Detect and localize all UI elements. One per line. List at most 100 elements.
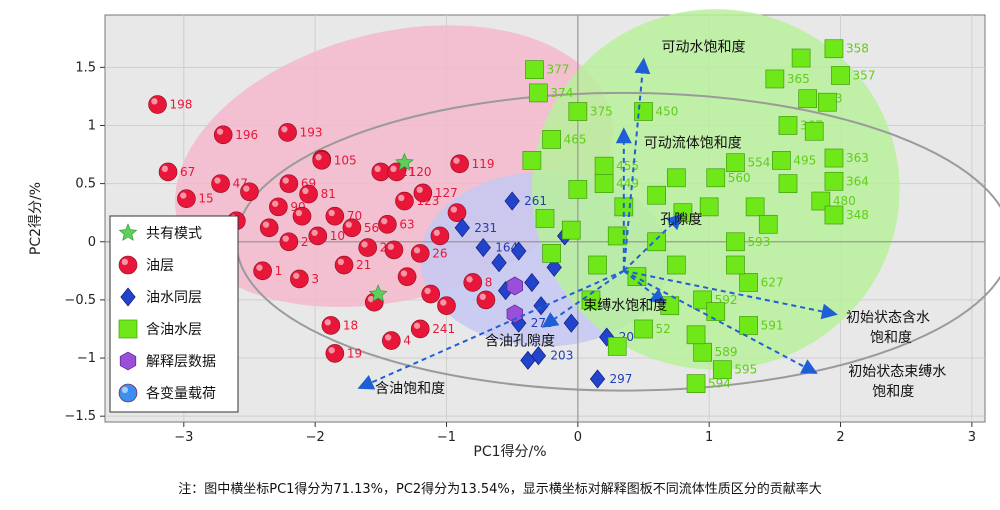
loading-label: 含油孔隙度 [485,333,555,349]
point-oil-shine [398,194,405,202]
point-oil-shine [328,347,335,354]
point-oil [240,182,259,202]
point-oilwater [524,272,540,293]
point-label-water: 455 [616,159,639,173]
point-oil [358,238,377,257]
point-oil-body [292,206,312,226]
point-label-water: 357 [853,68,876,82]
point-oil-shine [337,258,345,266]
point-water [561,220,581,240]
point-water [804,121,824,141]
point-water [607,226,627,246]
point-oil [450,154,469,174]
point-label-water: 595 [734,363,757,377]
point-oilwater [511,241,527,261]
point-label-oil: 67 [180,165,195,179]
point-oilwater [475,238,491,258]
point-label-oil: 105 [334,153,357,167]
point-oil-body [334,255,354,275]
point-water [634,319,653,339]
point-oilwater [589,369,606,389]
point-oil-shine [295,209,303,217]
point-oil-body [421,284,441,304]
point-label-oil: 10 [330,229,345,243]
point-label-oil: 18 [343,318,358,332]
point-label-oilwater: 297 [610,372,633,386]
point-oil-shine [453,157,460,164]
series-water: 3583573653633673634953644803483773743754… [522,39,876,393]
point-oil-shine [302,187,309,195]
series-common [368,152,414,302]
point-water [522,151,542,170]
point-label-oil: 4 [403,334,411,348]
point-oilwater [599,327,615,347]
point-label-water: 465 [564,132,587,146]
point-oil-shine [387,243,394,250]
point-oil-body [413,183,433,203]
point-oil-shine [440,299,447,306]
point-label-water: 348 [846,208,869,222]
point-oil [476,290,496,310]
point-oil-body [395,191,414,211]
point-oil-shine [385,334,392,341]
loading-arrow [622,57,651,271]
legend-marker-oilwater [120,287,136,307]
point-oil [299,184,318,204]
point-oil [279,232,299,252]
point-oil-shine [311,229,318,236]
point-oil-body [177,189,196,209]
point-oil-shine [466,276,473,283]
point-oil [177,189,196,209]
point-oil-body [325,344,345,363]
point-label-oil: 15 [198,192,213,206]
point-water [594,174,614,193]
point-oil-body [450,154,469,174]
point-oil [325,206,345,226]
legend-label-oilwater: 油水同层 [146,290,202,306]
point-oil [292,206,312,226]
series-oil: 1981961936715105121120119698147907056631… [148,95,496,363]
point-label-oil: 56 [364,221,379,235]
point-interp [506,304,523,324]
point-label-oilwater: 261 [524,194,547,208]
point-water [699,197,719,217]
point-label-oil: 63 [399,217,414,231]
x-tick-label: 2 [836,430,844,445]
point-water [666,168,686,188]
point-oil-shine [381,218,388,225]
point-label-water: 589 [715,345,738,359]
point-oil-shine [367,295,375,303]
point-oil-shine [328,209,335,217]
point-oil-body [437,296,456,316]
loading-label: 束缚水饱和度 [583,297,667,314]
point-oil-body [321,316,341,335]
point-label-water: 374 [550,86,573,100]
point-oil [278,123,297,142]
point-oil-body [447,203,467,222]
point-oil [447,203,467,222]
point-water [581,290,601,310]
point-label-oil: 2 [301,235,309,249]
x-axis-label: PC1得分/% [473,443,546,460]
point-oil-body [378,215,397,234]
point-oil-shine [243,185,250,192]
point-oil-shine [400,270,408,277]
point-label-oil: 120 [409,165,432,179]
legend-box [109,215,239,413]
point-water [772,151,791,170]
point-oil-body [410,244,430,263]
point-oil-body [158,162,178,182]
legend-marker-loading-body [118,383,138,403]
point-oil-shine [214,177,221,184]
y-tick-label: −0.5 [64,293,96,308]
point-oil [334,255,354,275]
point-oilwater [563,313,579,333]
point-water [594,156,614,176]
point-label-oil: 241 [432,322,455,336]
point-oilwater [530,346,547,366]
point-water [791,48,811,68]
point-water [824,39,844,59]
point-water [811,191,831,211]
legend-label-common: 共有模式 [146,226,202,242]
x-tick-label: 1 [705,430,713,445]
